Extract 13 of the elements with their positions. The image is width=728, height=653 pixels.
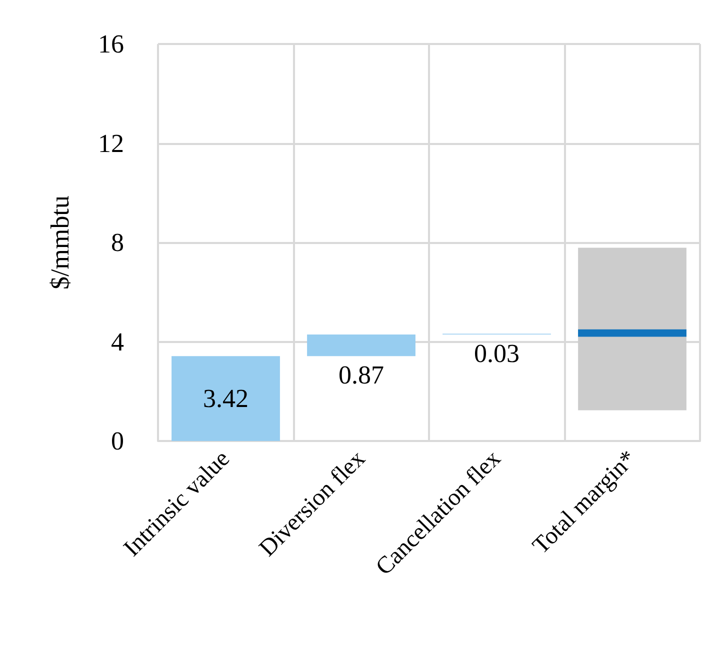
- y-axis-title: $/mmbtu: [46, 196, 74, 290]
- data-label: 0.03: [474, 339, 520, 368]
- y-tick-label: 16: [98, 30, 124, 58]
- y-tick-label: 0: [111, 426, 124, 456]
- y-tick-label: 12: [98, 128, 124, 158]
- data-label: 3.42: [203, 384, 248, 414]
- bar: [307, 334, 416, 356]
- bar: [578, 329, 686, 337]
- bar: [578, 248, 686, 410]
- bar: [172, 356, 280, 441]
- y-tick-label: 4: [111, 327, 124, 356]
- data-label: 0.87: [338, 360, 384, 390]
- y-tick-label: 8: [111, 228, 124, 257]
